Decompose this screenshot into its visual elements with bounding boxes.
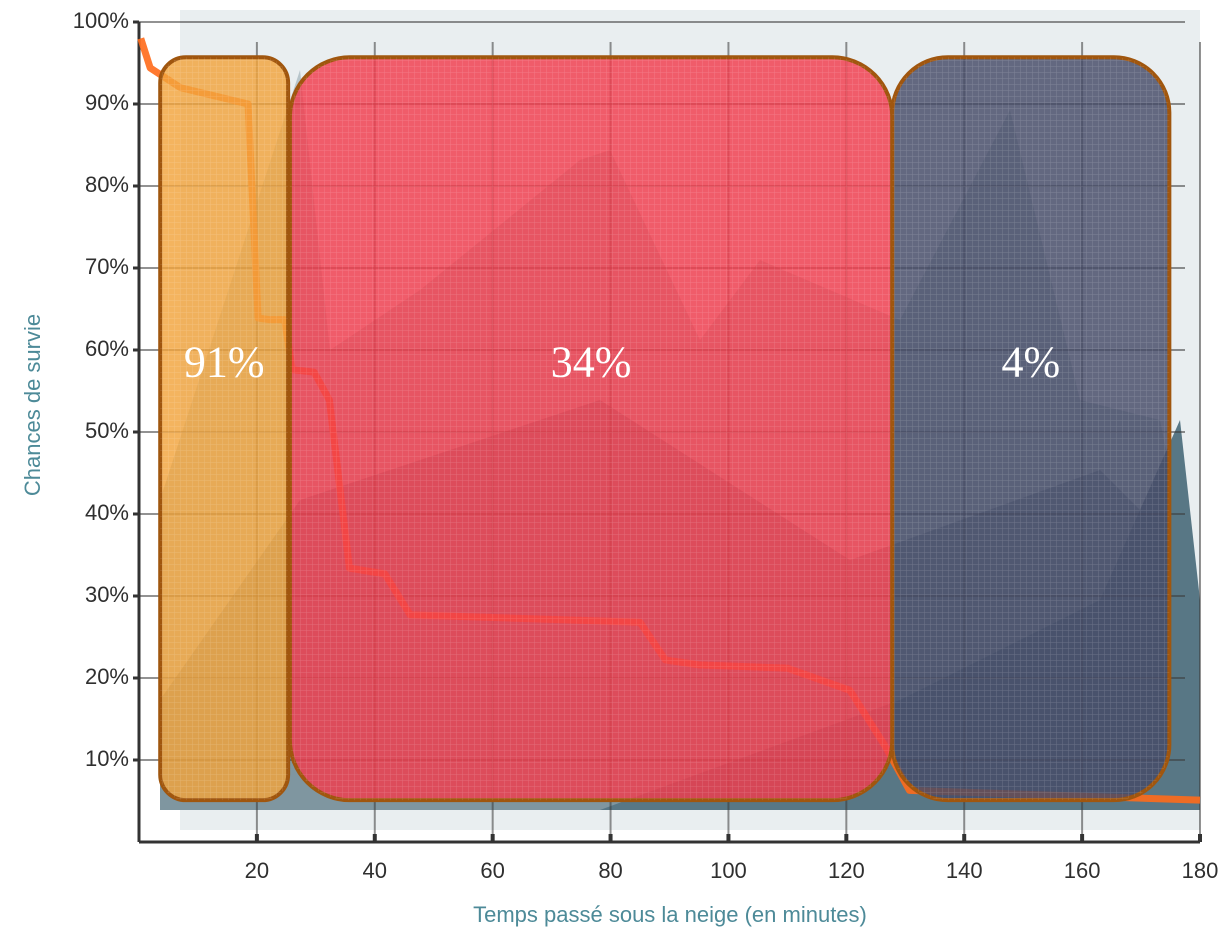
x-axis-title: Temps passé sous la neige (en minutes)	[473, 902, 867, 927]
y-tick-label: 100%	[73, 8, 129, 33]
region-label: 91%	[184, 337, 265, 386]
y-tick-label: 20%	[85, 664, 129, 689]
region-texture	[290, 57, 892, 800]
region-label: 4%	[1002, 337, 1061, 386]
region-texture	[892, 57, 1169, 800]
y-tick-label: 80%	[85, 172, 129, 197]
region-label: 34%	[551, 337, 632, 386]
x-tick-label: 20	[245, 858, 269, 883]
y-tick-label: 40%	[85, 500, 129, 525]
y-tick-label: 30%	[85, 582, 129, 607]
x-tick-label: 60	[480, 858, 504, 883]
x-tick-label: 80	[598, 858, 622, 883]
x-tick-label: 120	[828, 858, 865, 883]
y-axis-title: Chances de survie	[20, 314, 45, 496]
y-tick-label: 60%	[85, 336, 129, 361]
region-texture	[160, 57, 288, 800]
x-tick-label: 160	[1064, 858, 1101, 883]
y-tick-label: 10%	[85, 746, 129, 771]
x-tick-label: 180	[1182, 858, 1219, 883]
y-tick-label: 50%	[85, 418, 129, 443]
chart: Chances de survie Temps passé sous la ne…	[0, 0, 1226, 934]
y-tick-label: 70%	[85, 254, 129, 279]
x-tick-label: 100	[710, 858, 747, 883]
x-tick-label: 140	[946, 858, 983, 883]
y-tick-label: 90%	[85, 90, 129, 115]
x-tick-label: 40	[363, 858, 387, 883]
